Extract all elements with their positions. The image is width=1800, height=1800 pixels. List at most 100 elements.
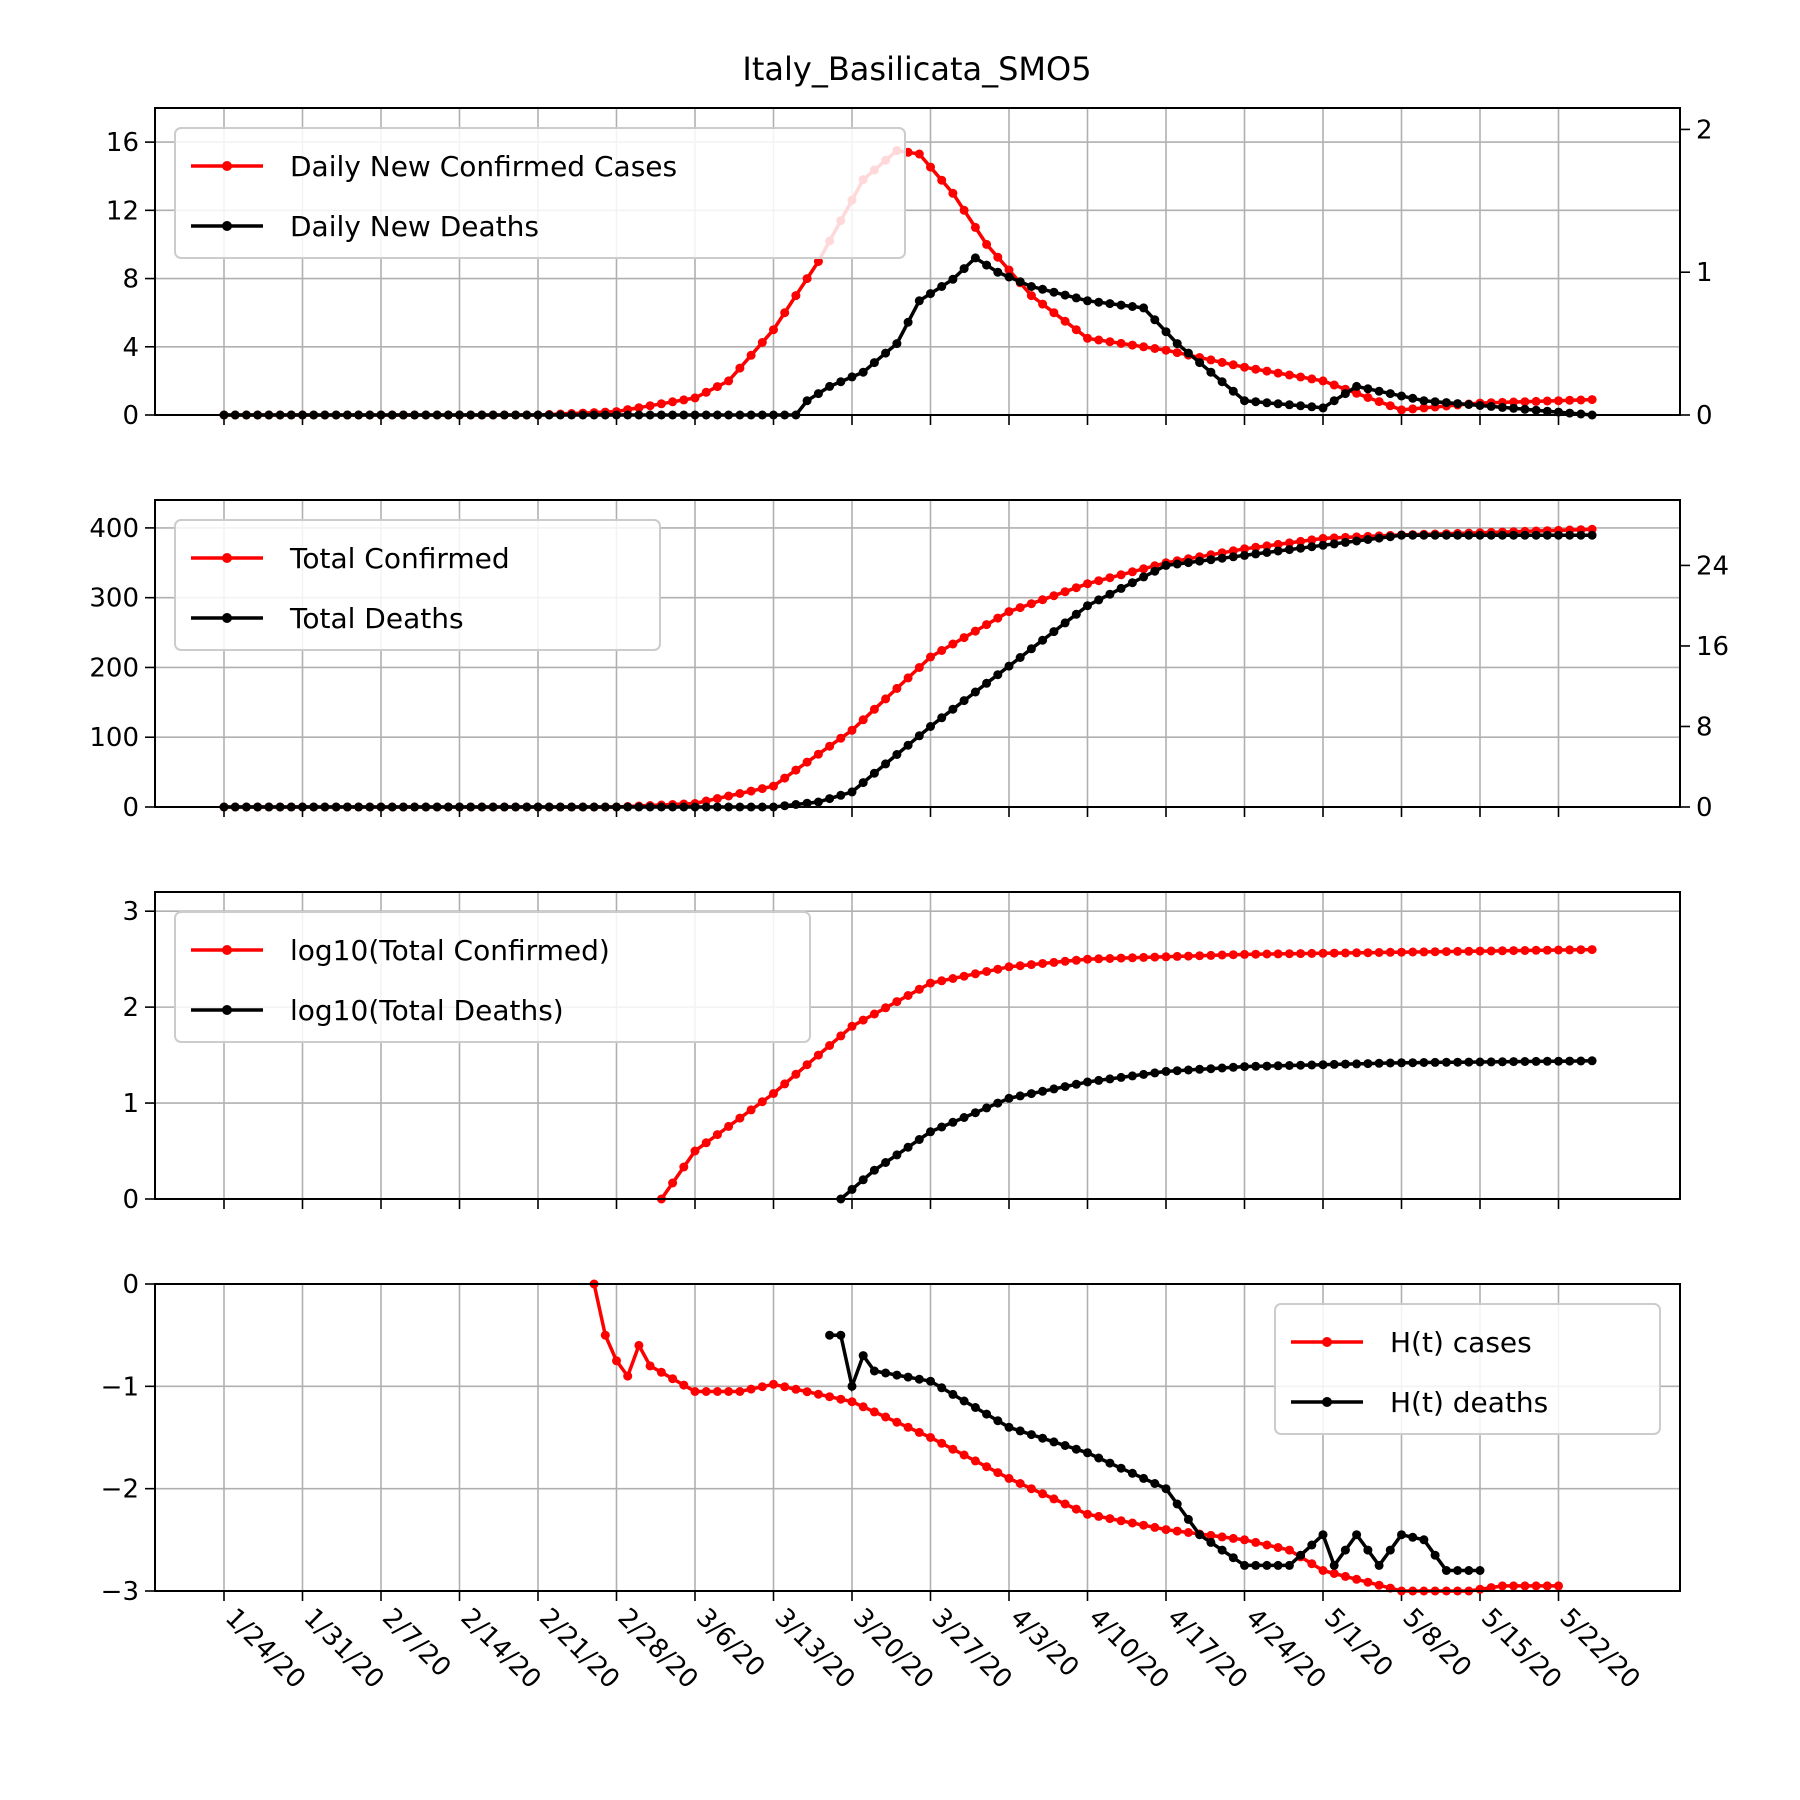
series-deaths-point xyxy=(1127,1468,1137,1478)
series-deaths-point xyxy=(1397,1530,1406,1540)
series-cases-point xyxy=(1307,948,1317,958)
series-cases-point xyxy=(1374,1580,1384,1590)
series-deaths-point xyxy=(1217,377,1227,387)
series-cases-point xyxy=(836,1031,846,1041)
series-deaths-point xyxy=(1486,401,1496,411)
series-cases-point xyxy=(970,626,980,636)
series-cases-point xyxy=(1262,1540,1272,1550)
series-cases-point xyxy=(1105,1514,1115,1524)
series-cases-point xyxy=(1251,542,1261,552)
series-deaths-point xyxy=(847,372,857,382)
series-cases-point xyxy=(903,991,913,1000)
series-cases-point xyxy=(712,382,722,392)
series-cases-point xyxy=(1083,579,1092,589)
series-cases-point xyxy=(679,1162,689,1172)
legend-marker xyxy=(222,1005,232,1015)
legend-label: log10(Total Confirmed) xyxy=(290,934,610,967)
series-deaths-point xyxy=(1531,1056,1541,1066)
series-deaths-point xyxy=(1127,1071,1137,1081)
series-deaths-point xyxy=(1262,398,1272,408)
series-cases-point xyxy=(1262,949,1272,959)
series-cases-point xyxy=(1004,1473,1014,1483)
series-deaths-point xyxy=(1486,530,1496,540)
series-cases-point xyxy=(1116,338,1126,348)
series-deaths-point xyxy=(926,1127,935,1137)
series-deaths-point xyxy=(1329,396,1339,406)
series-cases-point xyxy=(813,749,823,759)
series-cases-point xyxy=(735,363,745,373)
series-deaths-point xyxy=(1172,339,1182,349)
series-deaths-point xyxy=(1441,1057,1451,1067)
y-tick-label: 3 xyxy=(122,897,139,927)
series-deaths-point xyxy=(1475,1566,1485,1575)
series-cases-point xyxy=(746,350,756,360)
series-deaths-point xyxy=(903,1372,913,1382)
series-cases-point xyxy=(735,1113,745,1123)
series-cases-point xyxy=(948,188,958,198)
series-deaths-point xyxy=(1071,1444,1081,1454)
series-deaths-point xyxy=(1453,530,1463,540)
series-deaths-point xyxy=(1038,635,1048,645)
series-deaths-point xyxy=(1520,530,1530,540)
series-deaths-point xyxy=(1217,1063,1227,1073)
series-cases-point xyxy=(735,789,745,798)
y2-tick-label: 0 xyxy=(1696,793,1713,823)
series-cases-point xyxy=(1520,397,1530,407)
series-deaths-point xyxy=(1509,1057,1519,1067)
series-deaths-point xyxy=(1105,589,1115,599)
series-deaths-point xyxy=(1509,530,1519,540)
x-tick-label: 2/14/20 xyxy=(455,1603,547,1695)
series-cases-point xyxy=(1038,299,1048,309)
series-deaths-point xyxy=(1520,1057,1530,1066)
series-cases-point xyxy=(1453,946,1463,956)
series-cases-point xyxy=(656,399,666,409)
series-deaths-point xyxy=(1083,1077,1092,1087)
series-cases-point xyxy=(959,1450,969,1460)
series-deaths-point xyxy=(1183,348,1193,358)
series-deaths-point xyxy=(937,1383,947,1393)
series-cases-point xyxy=(937,976,947,986)
x-tick-label: 4/24/20 xyxy=(1240,1603,1332,1695)
series-deaths-point xyxy=(1587,530,1597,540)
series-cases-point xyxy=(937,1438,947,1448)
series-cases-point xyxy=(1240,544,1249,554)
series-cases-point xyxy=(1509,397,1519,407)
series-cases-point xyxy=(1049,591,1059,601)
series-deaths-point xyxy=(1363,384,1373,394)
series-deaths-point xyxy=(993,670,1003,680)
series-deaths-point xyxy=(1453,399,1463,409)
series-deaths-point xyxy=(1026,644,1036,654)
series-deaths-point xyxy=(1206,1537,1216,1547)
series-cases-point xyxy=(656,1367,666,1377)
series-cases-point xyxy=(926,1433,935,1442)
series-cases-point xyxy=(1026,960,1036,970)
series-cases-point xyxy=(1262,366,1272,376)
y-tick-label: 1 xyxy=(122,1089,139,1119)
series-cases-point xyxy=(1251,364,1261,374)
series-cases-point xyxy=(881,694,891,704)
series-cases-point xyxy=(1464,946,1474,956)
series-cases-point xyxy=(802,1387,812,1397)
series-cases-point xyxy=(1408,947,1418,957)
series-deaths-point xyxy=(1576,530,1586,540)
series-deaths-point xyxy=(881,1158,891,1167)
series-deaths-point xyxy=(1385,389,1395,399)
series-deaths-point xyxy=(1094,1453,1104,1463)
series-deaths-point xyxy=(1183,1514,1193,1524)
series-cases-point xyxy=(858,1015,868,1025)
series-cases-point xyxy=(1352,388,1362,398)
series-deaths-point xyxy=(1206,1064,1216,1074)
series-cases-point xyxy=(1296,372,1306,382)
series-deaths-point xyxy=(1565,1056,1575,1066)
series-deaths-point xyxy=(1049,627,1059,637)
series-cases-point xyxy=(903,1422,913,1432)
axes-frame xyxy=(154,891,1681,1200)
series-deaths-point xyxy=(1195,1064,1205,1074)
series-deaths-point xyxy=(1172,1066,1182,1076)
series-deaths-point xyxy=(1273,399,1283,409)
y2-tick-label: 8 xyxy=(1696,712,1713,742)
series-deaths-point xyxy=(1195,358,1205,368)
series-deaths-point xyxy=(1094,1075,1104,1085)
